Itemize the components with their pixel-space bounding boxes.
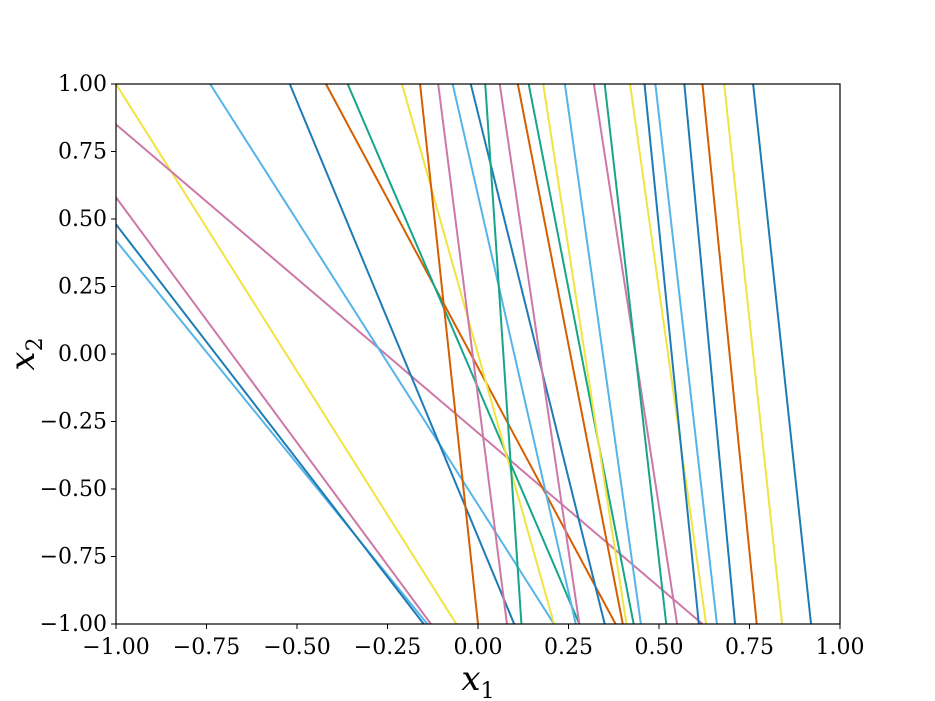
series-line-15 <box>484 84 523 624</box>
y-axis-label-main: x <box>3 351 43 370</box>
series-line-17 <box>516 84 624 624</box>
lines-layer <box>116 84 813 624</box>
y-tick-label: 0.00 <box>58 342 107 367</box>
series-line-20 <box>563 84 642 624</box>
series-line-9 <box>346 84 581 624</box>
series-line-27 <box>701 84 758 624</box>
x-tick-label: −1.00 <box>82 635 149 660</box>
series-line-28 <box>723 84 784 624</box>
series-line-4 <box>116 84 458 624</box>
x-tick-label: 0.50 <box>635 635 684 660</box>
x-tick-label: 0.25 <box>544 635 593 660</box>
x-tick-label: −0.75 <box>173 635 240 660</box>
series-line-13 <box>451 84 577 624</box>
x-axis-label: x1 <box>461 659 494 701</box>
x-axis-label-main: x <box>461 659 480 699</box>
x-axis: −1.00 −0.75 −0.50 −0.25 0.00 0.25 0.50 0.75 1.00 <box>82 624 864 660</box>
series-line-18 <box>527 84 635 624</box>
y-axis-label: x2 <box>3 337 48 370</box>
series-line-2 <box>116 223 425 624</box>
series-line-22 <box>603 84 668 624</box>
x-tick-label: 0.00 <box>454 635 503 660</box>
series-line-5 <box>116 123 704 624</box>
series-line-14 <box>469 84 606 624</box>
series-line-29 <box>752 84 813 624</box>
x-tick-label: −0.25 <box>354 635 421 660</box>
y-axis: −1.00 −0.75 −0.50 −0.25 0.00 0.25 0.50 0.75 1.00 <box>40 72 116 637</box>
series-line-3 <box>116 196 432 624</box>
y-tick-label: 0.50 <box>58 207 107 232</box>
series-line-24 <box>643 84 700 624</box>
series-line-23 <box>629 84 708 624</box>
series-line-7 <box>288 84 516 624</box>
y-tick-label: 0.25 <box>58 275 107 300</box>
y-tick-label: −1.00 <box>40 612 107 637</box>
y-axis-label-sub: 2 <box>23 337 48 351</box>
series-line-8 <box>325 84 617 624</box>
y-tick-label: −0.25 <box>40 410 107 435</box>
x-tick-label: −0.50 <box>263 635 330 660</box>
series-line-26 <box>683 84 737 624</box>
y-tick-label: −0.75 <box>40 545 107 570</box>
y-tick-label: 1.00 <box>58 72 107 97</box>
x-tick-label: 0.75 <box>725 635 774 660</box>
series-line-10 <box>401 84 555 624</box>
series-line-16 <box>498 84 581 624</box>
y-tick-label: −0.50 <box>40 477 107 502</box>
series-line-25 <box>654 84 718 624</box>
series-line-11 <box>419 84 479 624</box>
series-line-12 <box>437 84 508 624</box>
x-axis-label-sub: 1 <box>481 679 495 701</box>
series-line-19 <box>542 84 628 624</box>
x-tick-label: 1.00 <box>816 635 865 660</box>
y-tick-label: 0.75 <box>58 140 107 165</box>
series-line-6 <box>209 84 555 624</box>
